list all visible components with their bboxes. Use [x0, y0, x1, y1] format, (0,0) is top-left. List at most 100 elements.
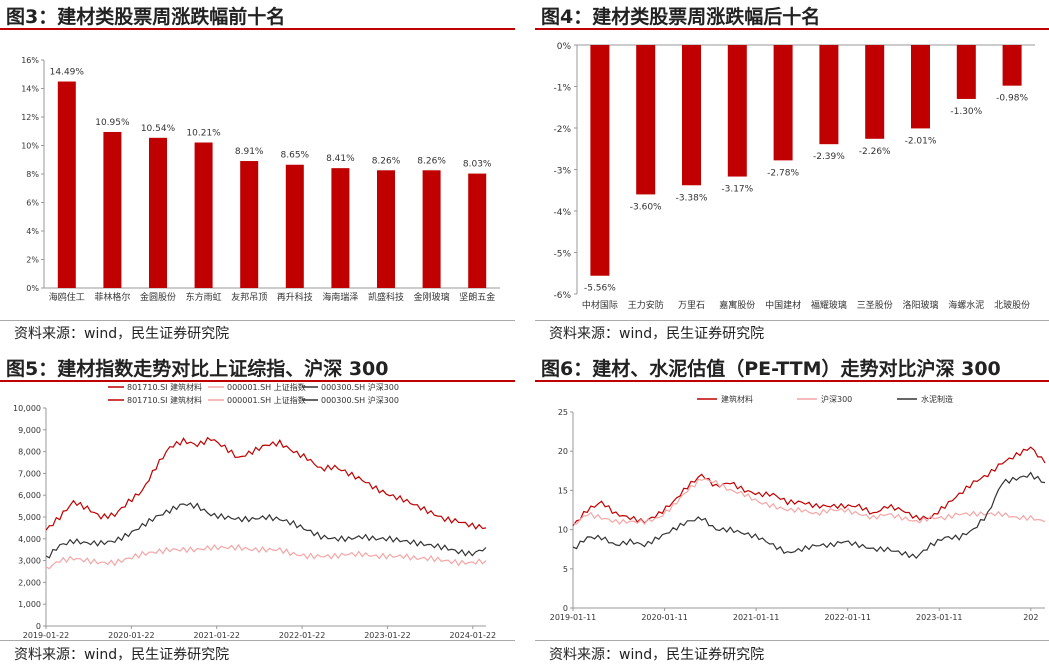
category-label: 东方雨虹 — [186, 291, 222, 303]
bar — [819, 45, 839, 145]
x-tick-label: 2019-01-22 — [23, 631, 70, 640]
y-tick-label: 12% — [21, 113, 39, 122]
x-tick-label: 2021-01-22 — [193, 631, 240, 640]
category-label: 金圆股份 — [140, 291, 176, 303]
series-line — [45, 543, 487, 570]
figure-4-title-rule — [535, 28, 1049, 30]
x-tick-label: 2023-01-22 — [364, 631, 411, 640]
figure-5-title: 图5：建材指数走势对比上证综指、沪深 300 — [6, 358, 389, 380]
category-label: 海鸥住工 — [49, 291, 85, 303]
data-label: -3.60% — [630, 202, 662, 212]
y-tick-label: 5 — [563, 565, 568, 574]
data-label: 10.21% — [186, 129, 221, 139]
data-label: 10.54% — [141, 124, 176, 134]
category-label: 中材国际 — [582, 299, 618, 311]
data-label: -0.98% — [996, 94, 1028, 104]
data-label: -3.38% — [676, 193, 708, 203]
data-label: 10.95% — [95, 118, 130, 128]
figure-3-source: 资料来源：wind，民生证券研究院 — [14, 326, 230, 342]
x-tick-label: 2019-01-11 — [550, 613, 597, 622]
x-tick-label: 2023-01-11 — [916, 613, 963, 622]
y-tick-label: 1,000 — [18, 600, 41, 609]
category-label: 友邦吊顶 — [231, 291, 267, 303]
y-tick-label: -4% — [553, 208, 571, 218]
bar — [1002, 45, 1022, 86]
series-line — [572, 446, 1046, 527]
y-tick-label: 9,000 — [18, 426, 41, 435]
figure-6-title-rule — [535, 380, 1049, 382]
category-label: 嘉寓股份 — [719, 299, 755, 311]
x-tick-label: 2020-01-11 — [641, 613, 688, 622]
figure-5-line-chart: 801710.SI 建筑材料 000001.SH 上证指数 000300.SH 沪深… — [13, 382, 496, 640]
category-label: 洛阳玻璃 — [902, 299, 938, 311]
y-tick-label: -5% — [553, 250, 571, 260]
y-tick-label: 4,000 — [18, 535, 41, 544]
figure-5-title-rule — [0, 380, 515, 382]
figure-6-line-chart: 建筑材料 沪深300 水泥制造 0 5 10 15 20 25 2019-01-11 2020-01… — [550, 394, 1046, 622]
figure-6-source: 资料来源：wind，民生证券研究院 — [549, 647, 765, 663]
x-tick-label: 2020-01-22 — [108, 631, 155, 640]
figure-3-panel: 图3：建材类股票周涨跌幅前十名 0% 2% 4% 6% 8% 10% 12% 14% 16% 14… — [0, 0, 515, 345]
bar — [682, 45, 701, 186]
category-label: 海螺水泥 — [948, 299, 984, 311]
y-tick-label: 2,000 — [18, 578, 41, 587]
data-label: -2.78% — [767, 168, 799, 178]
category-label: 坚朗五金 — [459, 291, 495, 303]
category-label: 中国建材 — [765, 299, 801, 311]
category-label: 北玻股份 — [994, 299, 1030, 311]
figure-5-source: 资料来源：wind，民生证券研究院 — [14, 647, 230, 663]
y-tick-label: -6% — [553, 291, 571, 301]
data-label: 8.65% — [281, 151, 310, 161]
y-tick-label: 8% — [26, 170, 39, 179]
y-tick-label: 2% — [26, 256, 39, 265]
y-tick-label: 5,000 — [18, 513, 41, 522]
series-line — [45, 502, 487, 559]
bar — [468, 173, 487, 288]
legend-label: 000001.SH 上证指数 — [227, 395, 306, 405]
bar — [377, 170, 395, 288]
figure-3-title-rule — [0, 28, 515, 30]
data-label: 8.26% — [417, 156, 446, 166]
data-label: -1.30% — [950, 107, 982, 117]
figure-5-panel: 图5：建材指数走势对比上证综指、沪深 300 801710.SI 建筑材料 000… — [0, 352, 515, 666]
data-label: 8.26% — [372, 156, 401, 166]
y-tick-label: 0 — [36, 622, 41, 631]
category-label: 再升科技 — [277, 291, 313, 303]
series-line — [572, 478, 1046, 526]
category-label: 三圣股份 — [857, 299, 893, 311]
y-tick-label: 0 — [563, 604, 568, 613]
bar — [773, 45, 793, 161]
data-label: -3.17% — [721, 185, 753, 195]
legend-label: 建筑材料 — [721, 394, 753, 404]
category-label: 海南瑞泽 — [322, 291, 358, 303]
legend-label: 801710.SI 建筑材料 — [127, 382, 202, 392]
y-tick-label: 20 — [558, 447, 568, 456]
y-tick-label: 6,000 — [18, 491, 41, 500]
figure-6-title: 图6：建材、水泥估值（PE-TTM）走势对比沪深 300 — [541, 358, 1001, 380]
figure-4-bar-chart: 0% -1% -2% -3% -4% -5% -6% -5.56% 中材国际 -3.60% 王力安防… — [553, 42, 1035, 311]
bar — [149, 137, 167, 288]
y-tick-label: 6% — [26, 199, 39, 208]
figure-3-bar-chart: 0% 2% 4% 6% 8% 10% 12% 14% 16% 14.49% 海鸥住工 10.95% 菲林… — [21, 56, 500, 303]
y-tick-label: 8,000 — [18, 448, 41, 457]
y-tick-label: -1% — [553, 84, 571, 94]
figure-4-title: 图4：建材类股票周涨跌幅后十名 — [541, 6, 821, 28]
bar — [103, 131, 122, 288]
y-tick-label: 0% — [26, 284, 39, 293]
x-tick-label: 202 — [1023, 613, 1038, 622]
legend-label: 000300.SH 沪深300 — [321, 395, 399, 405]
y-tick-label: 10,000 — [13, 404, 41, 413]
bar — [285, 164, 304, 288]
category-label: 万里石 — [678, 300, 705, 311]
x-tick-label: 2021-01-11 — [733, 613, 780, 622]
legend-label: 水泥制造 — [921, 394, 953, 404]
bar — [956, 45, 976, 99]
y-tick-label: 0% — [557, 42, 572, 52]
bar — [636, 45, 656, 195]
bar — [57, 81, 76, 288]
data-label: -2.26% — [859, 147, 891, 157]
figure-3-source-rule — [0, 320, 515, 321]
bar — [422, 170, 441, 288]
data-label: -5.56% — [584, 284, 616, 294]
data-label: -2.01% — [905, 136, 937, 146]
